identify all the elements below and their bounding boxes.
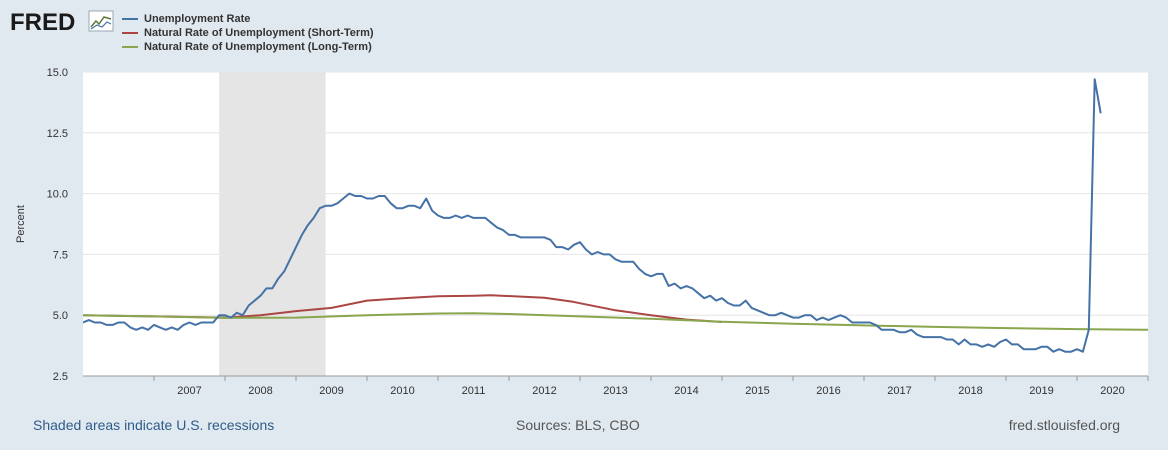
recession-note: Shaded areas indicate U.S. recessions — [33, 417, 275, 433]
legend-label: Unemployment Rate — [144, 13, 251, 25]
y-tick-label: 12.5 — [47, 128, 68, 140]
y-tick-label: 5.0 — [53, 310, 68, 322]
y-tick-label: 7.5 — [53, 249, 68, 261]
y-axis-label: Percent — [15, 205, 27, 243]
legend-label: Natural Rate of Unemployment (Short-Term… — [144, 27, 374, 39]
legend-item: Natural Rate of Unemployment (Long-Term) — [122, 40, 374, 54]
x-tick-label: 2020 — [1100, 385, 1124, 397]
short-term-natural-rate-line — [83, 294, 723, 323]
legend-label: Natural Rate of Unemployment (Long-Term) — [144, 41, 372, 53]
legend-item: Natural Rate of Unemployment (Short-Term… — [122, 26, 374, 40]
unemployment-rate-line — [83, 78, 1102, 353]
site-url: fred.stlouisfed.org — [1008, 417, 1120, 433]
y-tick-label: 2.5 — [53, 371, 68, 383]
legend-swatch — [122, 18, 138, 20]
x-tick-label: 2013 — [603, 385, 627, 397]
y-tick-label: 10.0 — [47, 189, 68, 201]
line-chart: 2.5 5.0 7.5 10.0 12.5 15.0 Percent 2007 2008 2009… — [15, 67, 1149, 397]
sources-note: Sources: BLS, CBO — [516, 417, 640, 433]
long-term-natural-rate-line — [83, 312, 1148, 331]
x-tick-label: 2011 — [462, 385, 486, 397]
x-tick-label: 2009 — [319, 385, 343, 397]
x-tick-label: 2014 — [674, 385, 698, 397]
x-tick-label: 2017 — [887, 385, 911, 397]
x-tick-label: 2012 — [532, 385, 556, 397]
fred-logo: FRED — [10, 8, 120, 36]
x-tick-label: 2016 — [816, 385, 840, 397]
fred-logo-text: FRED — [10, 9, 75, 36]
fred-logo-chart-icon — [88, 10, 114, 32]
x-tick-label: 2007 — [177, 385, 201, 397]
x-tick-label: 2019 — [1029, 385, 1053, 397]
legend-swatch — [122, 46, 138, 48]
x-tick-label: 2010 — [390, 385, 414, 397]
legend-swatch — [122, 32, 138, 34]
y-tick-label: 15.0 — [47, 67, 68, 79]
x-tick-label: 2008 — [248, 385, 272, 397]
chart-legend: Unemployment Rate Natural Rate of Unempl… — [122, 12, 374, 54]
legend-item: Unemployment Rate — [122, 12, 374, 26]
x-tick-label: 2015 — [745, 385, 769, 397]
x-tick-label: 2018 — [958, 385, 982, 397]
